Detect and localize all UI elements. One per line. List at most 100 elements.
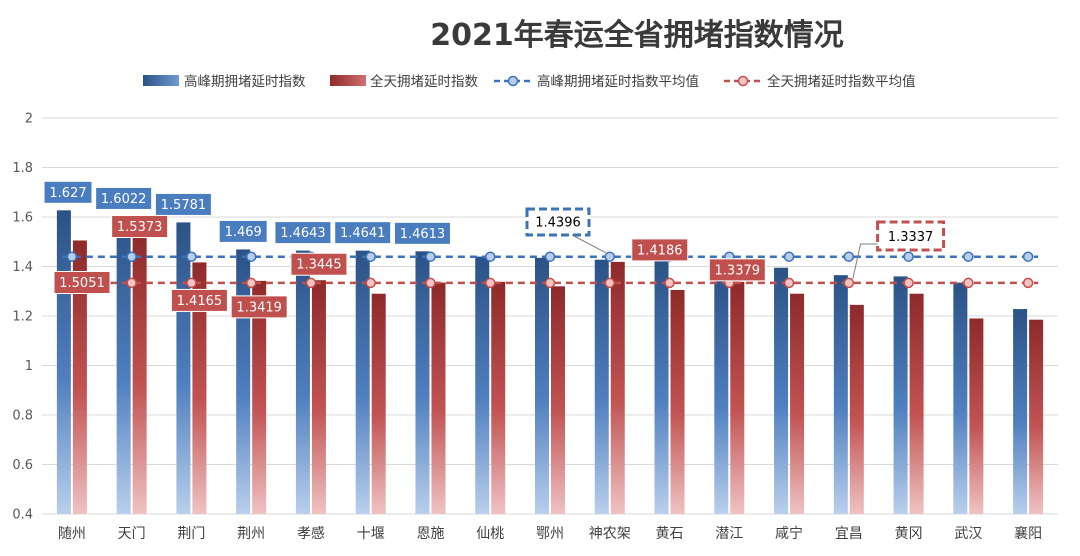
avg-marker-allday <box>1022 277 1034 289</box>
data-label-allday-box <box>111 215 169 239</box>
data-label-peak: 1.5781 <box>161 198 207 213</box>
avg-label-allday: 1.3337 <box>888 230 934 245</box>
data-label-allday: 1.3419 <box>236 300 282 315</box>
bar-allday <box>311 280 326 514</box>
bar-peak <box>953 282 968 514</box>
bar-allday <box>670 290 685 514</box>
legend-marker-peak-avg <box>507 75 519 87</box>
legend-label-peak: 高峰期拥堵延时指数 <box>184 73 306 90</box>
bar-peak <box>236 249 251 515</box>
data-label-peak-box <box>393 221 451 245</box>
avg-label-allday-leader <box>852 243 878 280</box>
y-tick-label: 1.4 <box>12 260 33 275</box>
category-label: 咸宁 <box>775 525 803 542</box>
avg-marker-peak <box>903 251 914 262</box>
bar-allday <box>72 240 87 515</box>
avg-label-peak-box <box>525 207 591 237</box>
bar-peak <box>833 275 848 514</box>
data-label-allday-box <box>230 295 288 319</box>
legend-label-allday-avg: 全天拥堵延时指数平均值 <box>767 73 916 90</box>
category-label: 宜昌 <box>835 526 863 542</box>
legend-label-peak-avg: 高峰期拥堵延时指数平均值 <box>537 73 699 90</box>
bar-peak <box>594 259 609 514</box>
data-label-peak-box <box>95 186 153 210</box>
bar-allday <box>730 281 745 514</box>
data-label-peak: 1.4613 <box>400 227 446 242</box>
bar-allday <box>192 262 207 514</box>
bar-allday <box>909 293 924 514</box>
data-label-allday-box <box>631 238 689 262</box>
bar-peak <box>654 259 669 514</box>
bar-allday <box>132 232 147 514</box>
bar-allday <box>431 282 446 514</box>
bar-allday <box>1029 319 1044 514</box>
category-label: 仙桃 <box>476 526 504 542</box>
category-label: 黄冈 <box>895 525 923 542</box>
bar-peak <box>176 222 191 514</box>
y-tick-label: 1.2 <box>12 310 33 325</box>
chart-title: 2021年春运全省拥堵指数情况 <box>430 18 844 53</box>
data-label-peak: 1.6022 <box>101 192 147 207</box>
data-label-allday-box <box>53 270 111 294</box>
category-label: 天门 <box>118 526 146 542</box>
bar-peak <box>535 257 549 514</box>
bar-allday <box>252 280 267 514</box>
avg-marker-allday <box>903 277 914 289</box>
legend: 高峰期拥堵延时指数 全天拥堵延时指数 高峰期拥堵延时指数平均值 全天拥堵延时指数… <box>143 73 916 90</box>
legend-label-allday: 全天拥堵延时指数 <box>370 73 478 90</box>
avg-marker-allday <box>843 277 855 289</box>
data-label-peak: 1.469 <box>225 225 262 240</box>
data-label-allday-box <box>708 258 766 282</box>
bar-peak <box>774 267 789 514</box>
category-label: 潜江 <box>715 526 743 542</box>
avg-marker-peak <box>544 251 556 262</box>
category-label: 黄石 <box>656 525 684 542</box>
avg-marker-peak <box>425 251 436 262</box>
data-label-peak-box <box>274 221 332 245</box>
data-label-allday-box <box>290 252 348 276</box>
avg-marker-allday <box>604 277 616 289</box>
data-label-peak-box <box>154 192 212 216</box>
y-tick-label: 1 <box>25 359 33 374</box>
bar-peak <box>475 256 490 514</box>
y-tick-label: 2 <box>25 112 33 127</box>
avg-marker-peak <box>604 251 616 262</box>
data-label-allday: 1.5051 <box>59 276 105 291</box>
y-tick-label: 1.6 <box>12 211 33 226</box>
bar-allday <box>371 293 386 514</box>
avg-marker-peak <box>66 251 78 262</box>
bar-peak <box>116 216 131 514</box>
avg-marker-allday <box>484 277 496 289</box>
avg-label-peak-leader <box>571 234 606 254</box>
bar-allday <box>491 281 506 514</box>
bar-allday <box>610 261 625 514</box>
bar-allday <box>969 318 984 514</box>
bar-peak <box>415 251 430 514</box>
data-label-peak: 1.627 <box>49 186 86 201</box>
avg-marker-allday <box>425 277 436 289</box>
avg-marker-allday <box>365 277 376 289</box>
category-label: 荆门 <box>177 526 205 542</box>
data-label-peak-box <box>218 219 268 243</box>
avg-marker-peak <box>126 251 137 262</box>
avg-marker-allday <box>963 277 974 289</box>
avg-marker-peak <box>843 251 855 262</box>
data-label-allday: 1.4186 <box>637 243 683 258</box>
avg-marker-allday <box>664 277 675 289</box>
bar-allday <box>790 293 805 514</box>
bar-allday <box>551 286 565 514</box>
category-label: 孝感 <box>297 525 325 542</box>
category-label: 武汉 <box>954 526 982 542</box>
data-label-allday: 1.4165 <box>177 294 223 309</box>
avg-marker-allday <box>544 277 556 289</box>
avg-marker-peak <box>484 251 496 262</box>
bar-peak <box>714 275 729 514</box>
data-label-peak-box <box>334 221 392 245</box>
avg-marker-peak <box>783 251 795 262</box>
legend-swatch-peak <box>143 75 179 86</box>
bar-allday <box>849 304 864 514</box>
data-label-allday-box <box>170 288 228 312</box>
category-label: 鄂州 <box>536 526 564 542</box>
avg-marker-allday <box>783 277 795 289</box>
